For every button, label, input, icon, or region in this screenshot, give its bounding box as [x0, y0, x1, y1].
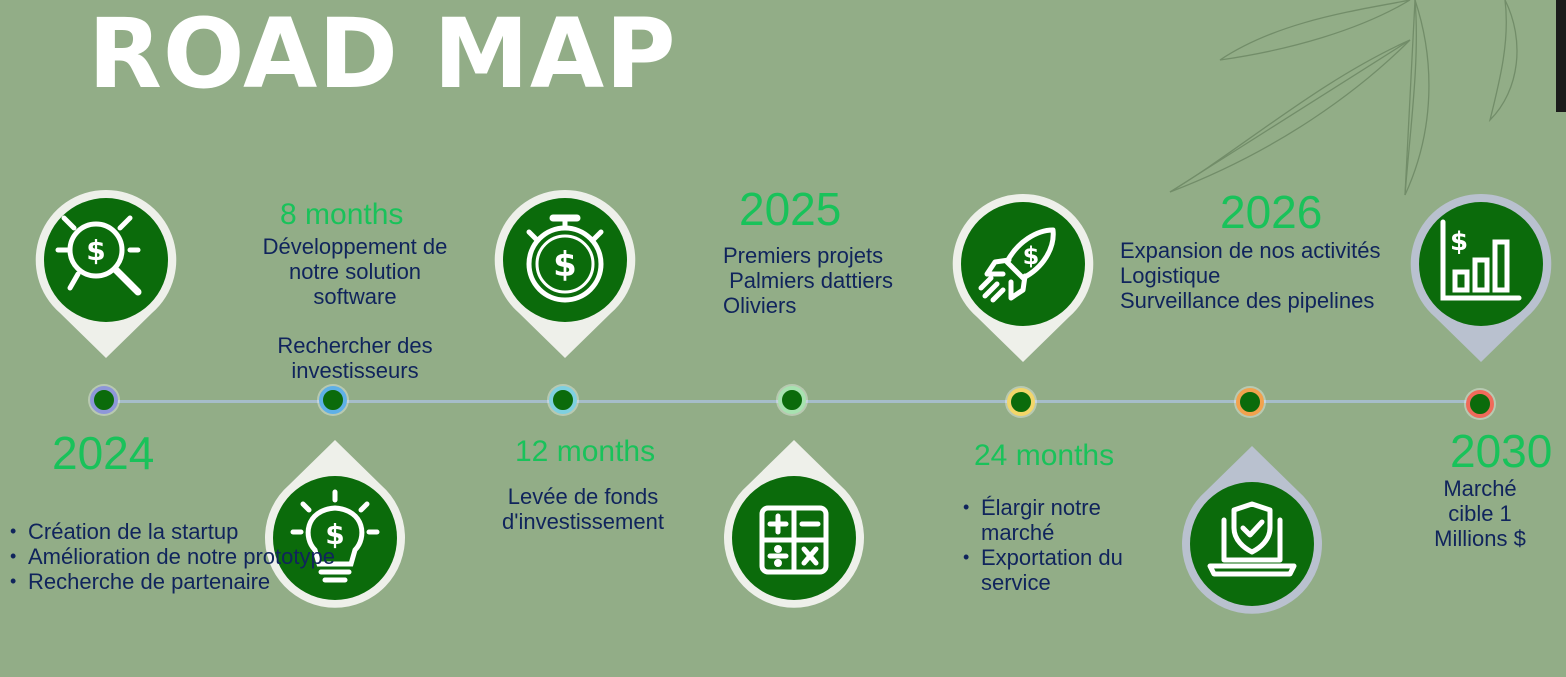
milestone-6-year: 2026 — [1220, 186, 1323, 238]
milestone-4-description: Premiers projets Palmiers dattiers Olivi… — [723, 243, 893, 318]
milestone-2-duration: 8 months — [280, 198, 404, 231]
svg-text:$: $ — [325, 518, 344, 551]
milestone-2-description-2: Rechercher des investisseurs — [277, 333, 433, 383]
timeline-node-5 — [1007, 388, 1035, 416]
milestone-6-description: Expansion de nos activités Logistique Su… — [1120, 238, 1381, 313]
milestone-7-year: 2030 — [1450, 425, 1553, 477]
svg-text:$: $ — [86, 234, 105, 267]
calculator-icon — [759, 505, 829, 575]
pin-1: $ — [34, 188, 178, 360]
list-item: Élargir notre marché — [963, 495, 1153, 545]
svg-text:$: $ — [1023, 242, 1040, 270]
pin-2: $ — [263, 438, 407, 610]
svg-text:$: $ — [1450, 227, 1468, 257]
list-item: Recherche de partenaire — [10, 569, 270, 594]
milestone-4-year: 2025 — [739, 183, 842, 235]
pin-4 — [722, 438, 866, 610]
pin-7: $ — [1409, 192, 1553, 364]
milestone-1-year: 2024 — [52, 427, 155, 479]
timeline-node-4 — [778, 386, 806, 414]
timeline-node-3 — [549, 386, 577, 414]
list-item: Exportation du service — [963, 545, 1153, 595]
dollar-rocket-icon: $ — [978, 227, 1056, 303]
timeline-node-7 — [1466, 390, 1494, 418]
milestone-2-description: Développement de notre solution software — [262, 234, 448, 309]
list-item: Amélioration de notre prototype — [10, 544, 335, 569]
laptop-shield-icon — [1207, 501, 1297, 577]
pin-3: $ — [493, 188, 637, 360]
milestone-5-bullets: Élargir notre marché Exportation du serv… — [963, 495, 1153, 595]
pin-5: $ — [951, 192, 1095, 364]
timeline-node-1 — [90, 386, 118, 414]
leaves-decoration — [1169, 0, 1518, 196]
list-item: Création de la startup — [10, 519, 238, 544]
milestone-3-duration: 12 months — [515, 435, 656, 468]
milestone-7-description: Marché cible 1 Millions $ — [1434, 476, 1526, 551]
page-title: ROAD MAP — [88, 0, 677, 110]
dollar-magnifier-icon: $ — [55, 215, 142, 296]
milestone-1-bullets: Création de la startup Amélioration de n… — [10, 519, 335, 594]
timeline-node-6 — [1236, 388, 1264, 416]
milestone-5-duration: 24 months — [974, 439, 1115, 472]
side-strip — [1556, 0, 1566, 112]
svg-text:$: $ — [553, 245, 577, 285]
dollar-stopwatch-icon: $ — [526, 214, 604, 303]
milestone-3-description: Levée de fonds d'investissement — [502, 484, 664, 534]
timeline-node-2 — [319, 386, 347, 414]
dollar-bar-chart-icon: $ — [1440, 219, 1522, 301]
pin-6 — [1180, 444, 1324, 616]
dollar-lightbulb-icon: $ — [290, 489, 380, 583]
